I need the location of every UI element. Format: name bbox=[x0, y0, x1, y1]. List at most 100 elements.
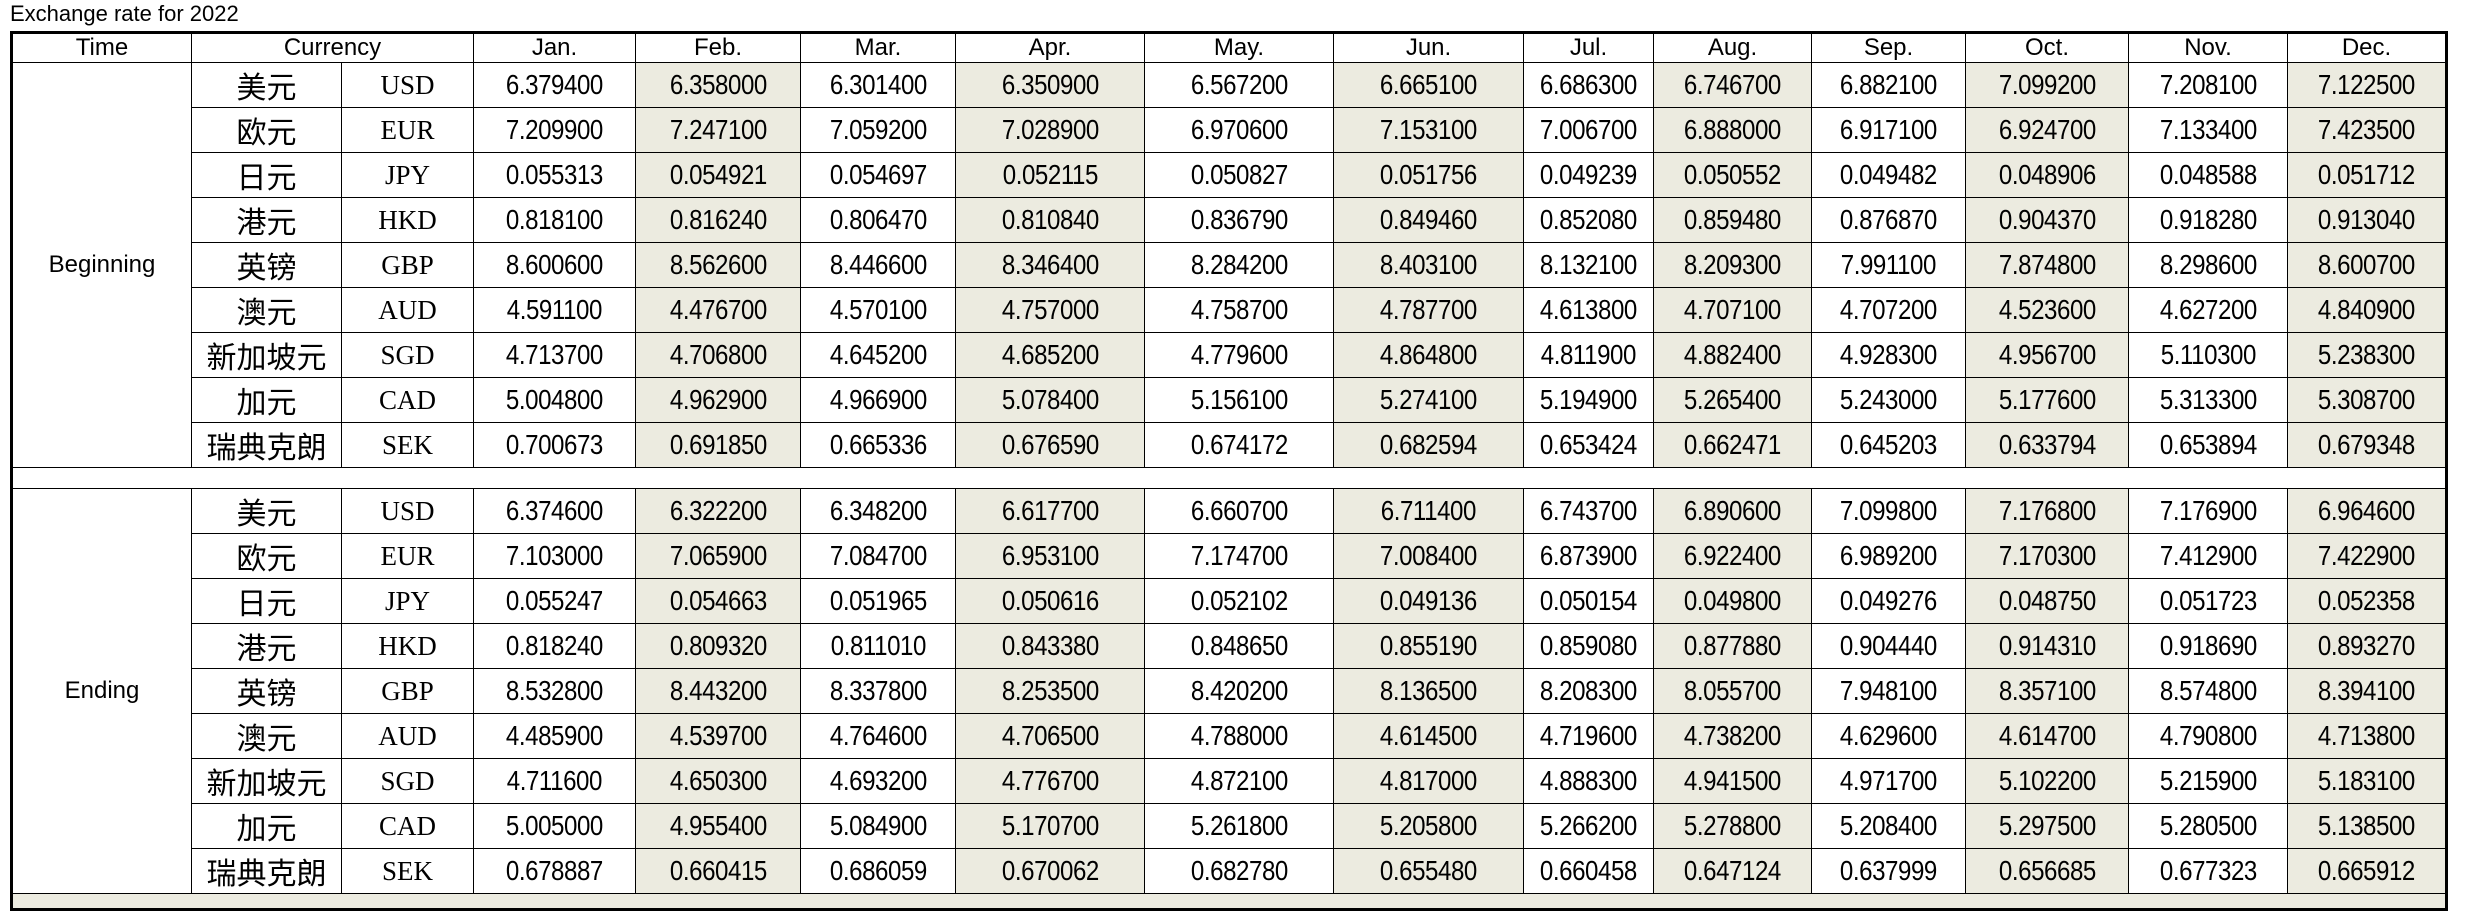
rate-value: 4.707100 bbox=[1683, 294, 1781, 325]
rate-value: 0.655480 bbox=[1379, 855, 1477, 886]
rate-value: 0.816240 bbox=[669, 204, 767, 235]
rate-value: 0.051965 bbox=[829, 585, 927, 616]
rate-value: 0.859480 bbox=[1683, 204, 1781, 235]
rate-cell: 4.539700 bbox=[635, 713, 801, 759]
table-row: 澳元 AUD 4.591100 4.476700 4.570100 4.757000 4.7… bbox=[12, 287, 2447, 333]
rate-cell: 0.806470 bbox=[800, 197, 956, 243]
col-header-month: Aug. bbox=[1653, 32, 1812, 63]
rate-cell: 0.679348 bbox=[2287, 422, 2447, 468]
rate-value: 6.374600 bbox=[505, 495, 603, 526]
rate-value: 8.337800 bbox=[829, 675, 927, 706]
rate-cell: 0.055247 bbox=[473, 578, 636, 624]
rate-cell: 0.913040 bbox=[2287, 197, 2447, 243]
rate-value: 7.065900 bbox=[669, 540, 767, 571]
rate-cell: 7.059200 bbox=[800, 107, 956, 153]
rate-value: 5.194900 bbox=[1539, 384, 1637, 415]
rate-value: 5.084900 bbox=[829, 810, 927, 841]
rate-cell: 0.836790 bbox=[1144, 197, 1334, 243]
rate-value: 0.914310 bbox=[1998, 630, 2096, 661]
rate-value: 4.738200 bbox=[1683, 720, 1781, 751]
rate-value: 0.670062 bbox=[1001, 855, 1099, 886]
rate-cell: 7.028900 bbox=[955, 107, 1145, 153]
rate-cell: 6.358000 bbox=[635, 62, 801, 108]
rate-cell: 4.711600 bbox=[473, 758, 636, 804]
rate-value: 4.817000 bbox=[1379, 765, 1477, 796]
rate-cell: 8.574800 bbox=[2128, 668, 2288, 714]
col-header-month: May. bbox=[1144, 32, 1334, 63]
currency-code: EUR bbox=[341, 533, 474, 579]
rate-cell: 4.758700 bbox=[1144, 287, 1334, 333]
rate-value: 6.964600 bbox=[2317, 495, 2415, 526]
rate-cell: 4.738200 bbox=[1653, 713, 1812, 759]
rate-value: 0.682780 bbox=[1190, 855, 1288, 886]
rate-value: 7.874800 bbox=[1998, 249, 2096, 280]
rate-cell: 7.099200 bbox=[1965, 62, 2129, 108]
rate-value: 0.050552 bbox=[1683, 159, 1781, 190]
rate-value: 7.412900 bbox=[2159, 540, 2257, 571]
rate-cell: 7.209900 bbox=[473, 107, 636, 153]
rate-value: 5.243000 bbox=[1839, 384, 1937, 415]
rate-cell: 4.650300 bbox=[635, 758, 801, 804]
rate-cell: 0.676590 bbox=[955, 422, 1145, 468]
table-body: Beginning 美元 USD 6.379400 6.358000 6.301400 6.… bbox=[11, 62, 2447, 910]
rate-value: 0.849460 bbox=[1379, 204, 1477, 235]
rate-cell: 0.049482 bbox=[1811, 152, 1966, 198]
rate-cell: 4.764600 bbox=[800, 713, 956, 759]
rate-cell: 6.882100 bbox=[1811, 62, 1966, 108]
bottom-filler-row bbox=[11, 893, 2447, 910]
rate-cell: 4.882400 bbox=[1653, 332, 1812, 378]
rate-value: 0.674172 bbox=[1190, 429, 1288, 460]
rate-cell: 8.403100 bbox=[1333, 242, 1524, 288]
rate-cell: 4.779600 bbox=[1144, 332, 1334, 378]
rate-cell: 4.627200 bbox=[2128, 287, 2288, 333]
rate-cell: 7.874800 bbox=[1965, 242, 2129, 288]
rate-value: 0.050616 bbox=[1001, 585, 1099, 616]
rate-value: 8.055700 bbox=[1683, 675, 1781, 706]
rate-value: 0.913040 bbox=[2317, 204, 2415, 235]
rate-cell: 8.532800 bbox=[473, 668, 636, 714]
rate-value: 5.004800 bbox=[505, 384, 603, 415]
rate-cell: 0.052102 bbox=[1144, 578, 1334, 624]
rate-value: 0.049800 bbox=[1683, 585, 1781, 616]
rate-cell: 4.971700 bbox=[1811, 758, 1966, 804]
rate-value: 8.600600 bbox=[505, 249, 603, 280]
col-header-month: Jun. bbox=[1333, 32, 1524, 63]
rate-cell: 4.706500 bbox=[955, 713, 1145, 759]
rate-value: 0.633794 bbox=[1998, 429, 2096, 460]
rate-cell: 8.357100 bbox=[1965, 668, 2129, 714]
table-row: 欧元 EUR 7.209900 7.247100 7.059200 7.028900 6.9… bbox=[12, 107, 2447, 153]
rate-cell: 6.665100 bbox=[1333, 62, 1524, 108]
rate-cell: 4.928300 bbox=[1811, 332, 1966, 378]
rate-cell: 0.049239 bbox=[1523, 152, 1654, 198]
table-row: Beginning 美元 USD 6.379400 6.358000 6.301400 6.… bbox=[11, 62, 2447, 468]
rate-cell: 0.843380 bbox=[955, 623, 1145, 669]
rate-value: 7.103000 bbox=[505, 540, 603, 571]
rate-value: 4.539700 bbox=[669, 720, 767, 751]
table-row: 欧元 EUR 7.103000 7.065900 7.084700 6.953100 7.1… bbox=[12, 533, 2447, 579]
rate-cell: 0.904440 bbox=[1811, 623, 1966, 669]
rate-cell: 7.170300 bbox=[1965, 533, 2129, 579]
rate-cell: 0.893270 bbox=[2287, 623, 2447, 669]
rate-value: 4.882400 bbox=[1683, 339, 1781, 370]
rate-value: 4.888300 bbox=[1539, 765, 1637, 796]
rate-value: 8.136500 bbox=[1379, 675, 1477, 706]
rate-value: 4.757000 bbox=[1001, 294, 1099, 325]
rate-value: 6.350900 bbox=[1001, 69, 1099, 100]
rate-cell: 4.707200 bbox=[1811, 287, 1966, 333]
rate-cell: 0.051712 bbox=[2287, 152, 2447, 198]
rate-cell: 6.743700 bbox=[1523, 488, 1654, 534]
rate-value: 0.055313 bbox=[505, 159, 603, 190]
rate-value: 4.776700 bbox=[1001, 765, 1099, 796]
rate-value: 7.028900 bbox=[1001, 114, 1099, 145]
rate-cell: 0.049276 bbox=[1811, 578, 1966, 624]
currency-code: USD bbox=[341, 488, 474, 534]
rate-cell: 7.422900 bbox=[2287, 533, 2447, 579]
table-row: Ending 美元 USD 6.374600 6.322200 6.348200 6.617… bbox=[11, 488, 2447, 894]
rate-value: 6.873900 bbox=[1539, 540, 1637, 571]
rate-value: 8.298600 bbox=[2159, 249, 2257, 280]
rate-cell: 4.787700 bbox=[1333, 287, 1524, 333]
rate-value: 8.394100 bbox=[2317, 675, 2415, 706]
rate-value: 0.811010 bbox=[830, 630, 926, 661]
rate-cell: 4.719600 bbox=[1523, 713, 1654, 759]
rate-value: 0.691850 bbox=[669, 429, 767, 460]
